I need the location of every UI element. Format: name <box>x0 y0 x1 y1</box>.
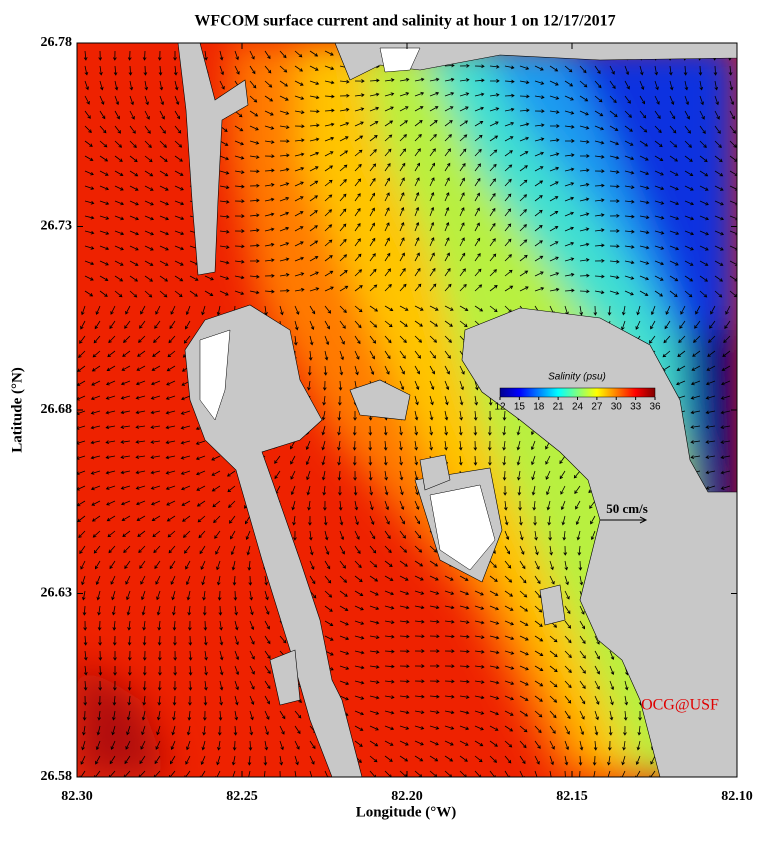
x-tick-label: 82.25 <box>226 789 258 804</box>
colorbar-tick-label: 18 <box>533 402 545 413</box>
y-axis-label: Latitude (°N) <box>9 367 25 453</box>
colorbar-tick-label: 12 <box>494 402 506 413</box>
credit: OCG@USF <box>641 697 719 714</box>
x-tick-label: 82.20 <box>391 789 423 804</box>
colorbar-tick-label: 21 <box>553 402 565 413</box>
scale-label: 50 cm/s <box>606 501 648 516</box>
y-tick-label: 26.63 <box>41 586 73 601</box>
colorbar-title: Salinity (psu) <box>548 372 606 383</box>
x-axis-label: Longitude (°W) <box>356 804 457 820</box>
y-tick-label: 26.78 <box>41 35 73 50</box>
scale-arrow-head <box>639 516 648 524</box>
colorbar-tick-label: 27 <box>591 402 603 413</box>
x-tick-label: 82.15 <box>556 789 588 804</box>
y-tick-label: 26.68 <box>41 402 73 417</box>
colorbar-tick-label: 30 <box>611 402 623 413</box>
y-tick-label: 26.58 <box>41 769 73 784</box>
colorbar-tick-label: 24 <box>572 402 584 413</box>
colorbar-tick-label: 33 <box>630 402 642 413</box>
chart-title: WFCOM surface current and salinity at ho… <box>194 13 615 30</box>
colorbar-tick-label: 36 <box>649 402 661 413</box>
colorbar-tick-label: 15 <box>514 402 526 413</box>
unresolved-water <box>199 47 496 571</box>
x-tick-label: 82.10 <box>721 789 753 804</box>
x-tick-label: 82.30 <box>61 789 93 804</box>
y-tick-label: 26.73 <box>41 219 73 234</box>
colorbar <box>499 387 656 398</box>
